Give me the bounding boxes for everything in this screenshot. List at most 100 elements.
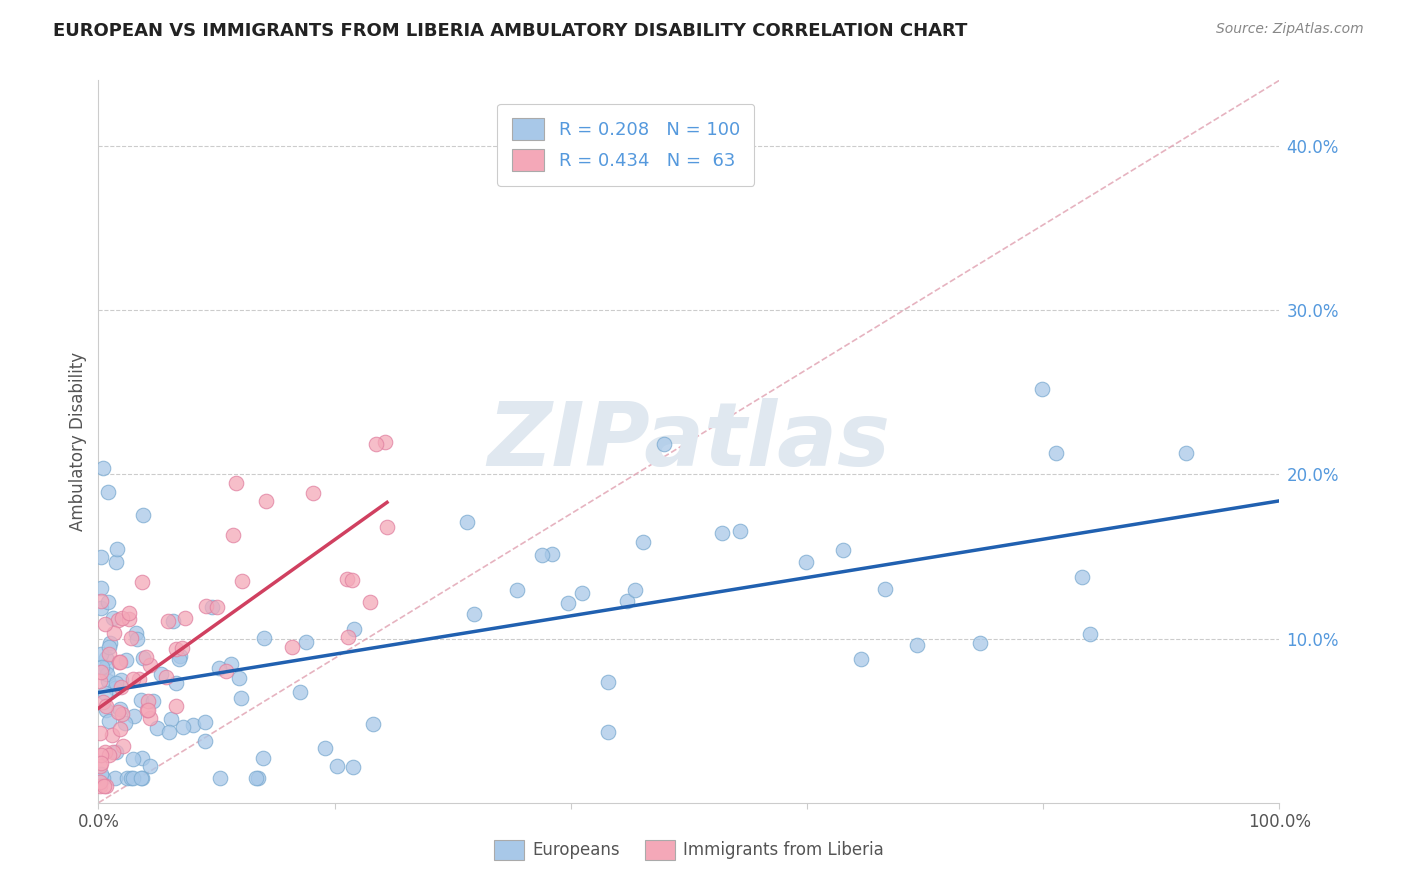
Point [108,702,131,716]
Point [596,674,619,689]
Point [96,650,118,665]
Point [96,699,118,714]
Point [105,541,128,556]
Point [107,705,129,719]
Point [89,780,111,794]
Point [166,698,188,713]
Point [359,595,381,609]
Point [107,613,129,627]
Point [127,632,149,646]
Point [231,574,253,589]
Y-axis label: Ambulatory Disability: Ambulatory Disability [69,352,87,531]
Point [90,767,112,781]
Point [252,750,274,764]
Point [135,650,157,665]
Point [93,686,115,700]
Point [1070,569,1092,583]
Point [170,640,193,655]
Point [245,771,267,785]
Legend: Europeans, Immigrants from Liberia: Europeans, Immigrants from Liberia [488,833,890,867]
Point [136,694,159,708]
Point [253,632,276,646]
Point [336,572,359,586]
Point [172,720,194,734]
Point [114,715,136,730]
Point [166,642,188,657]
Point [112,739,135,753]
Point [90,581,112,595]
Point [89,673,111,688]
Point [128,673,150,687]
Point [91,771,114,785]
Point [90,550,112,565]
Point [90,660,112,674]
Point [169,652,191,666]
Point [557,596,579,610]
Point [136,703,159,717]
Point [89,725,111,739]
Point [122,709,145,723]
Point [96,667,118,681]
Point [205,600,228,615]
Point [139,658,162,673]
Point [616,594,638,608]
Point [456,515,478,529]
Point [89,774,111,789]
Point [905,639,928,653]
Text: EUROPEAN VS IMMIGRANTS FROM LIBERIA AMBULATORY DISABILITY CORRELATION CHART: EUROPEAN VS IMMIGRANTS FROM LIBERIA AMBU… [53,22,967,40]
Point [111,706,134,721]
Point [110,673,132,688]
Point [155,670,177,684]
Point [97,640,120,654]
Point [194,714,217,729]
Point [131,771,153,785]
Point [120,632,142,646]
Point [336,630,359,644]
Point [121,752,143,766]
Point [94,780,117,794]
Point [115,771,138,785]
Point [710,526,733,541]
Point [1078,626,1101,640]
Point [849,652,872,666]
Point [375,520,398,534]
Point [832,543,855,558]
Point [374,434,396,449]
Point [118,612,141,626]
Point [104,771,127,785]
Point [131,574,153,589]
Point [121,672,143,686]
Point [246,771,269,785]
Point [103,625,125,640]
Point [290,685,312,699]
Point [215,665,238,679]
Point [91,461,114,475]
Point [138,703,160,717]
Point [463,607,485,621]
Point [209,771,232,785]
Point [228,671,250,685]
Point [107,655,129,669]
Point [652,437,675,451]
Point [105,555,128,569]
Point [117,606,139,620]
Point [222,528,245,542]
Point [125,626,148,640]
Point [90,648,112,662]
Point [142,694,165,708]
Point [302,486,325,500]
Point [97,674,120,689]
Point [90,747,112,762]
Point [97,485,120,500]
Point [96,703,118,717]
Point [149,667,172,681]
Point [160,712,183,726]
Point [101,728,124,742]
Text: ZIPatlas: ZIPatlas [488,398,890,485]
Point [295,634,318,648]
Point [90,665,112,679]
Point [873,582,896,596]
Point [1045,446,1067,460]
Point [366,437,388,451]
Point [340,573,363,587]
